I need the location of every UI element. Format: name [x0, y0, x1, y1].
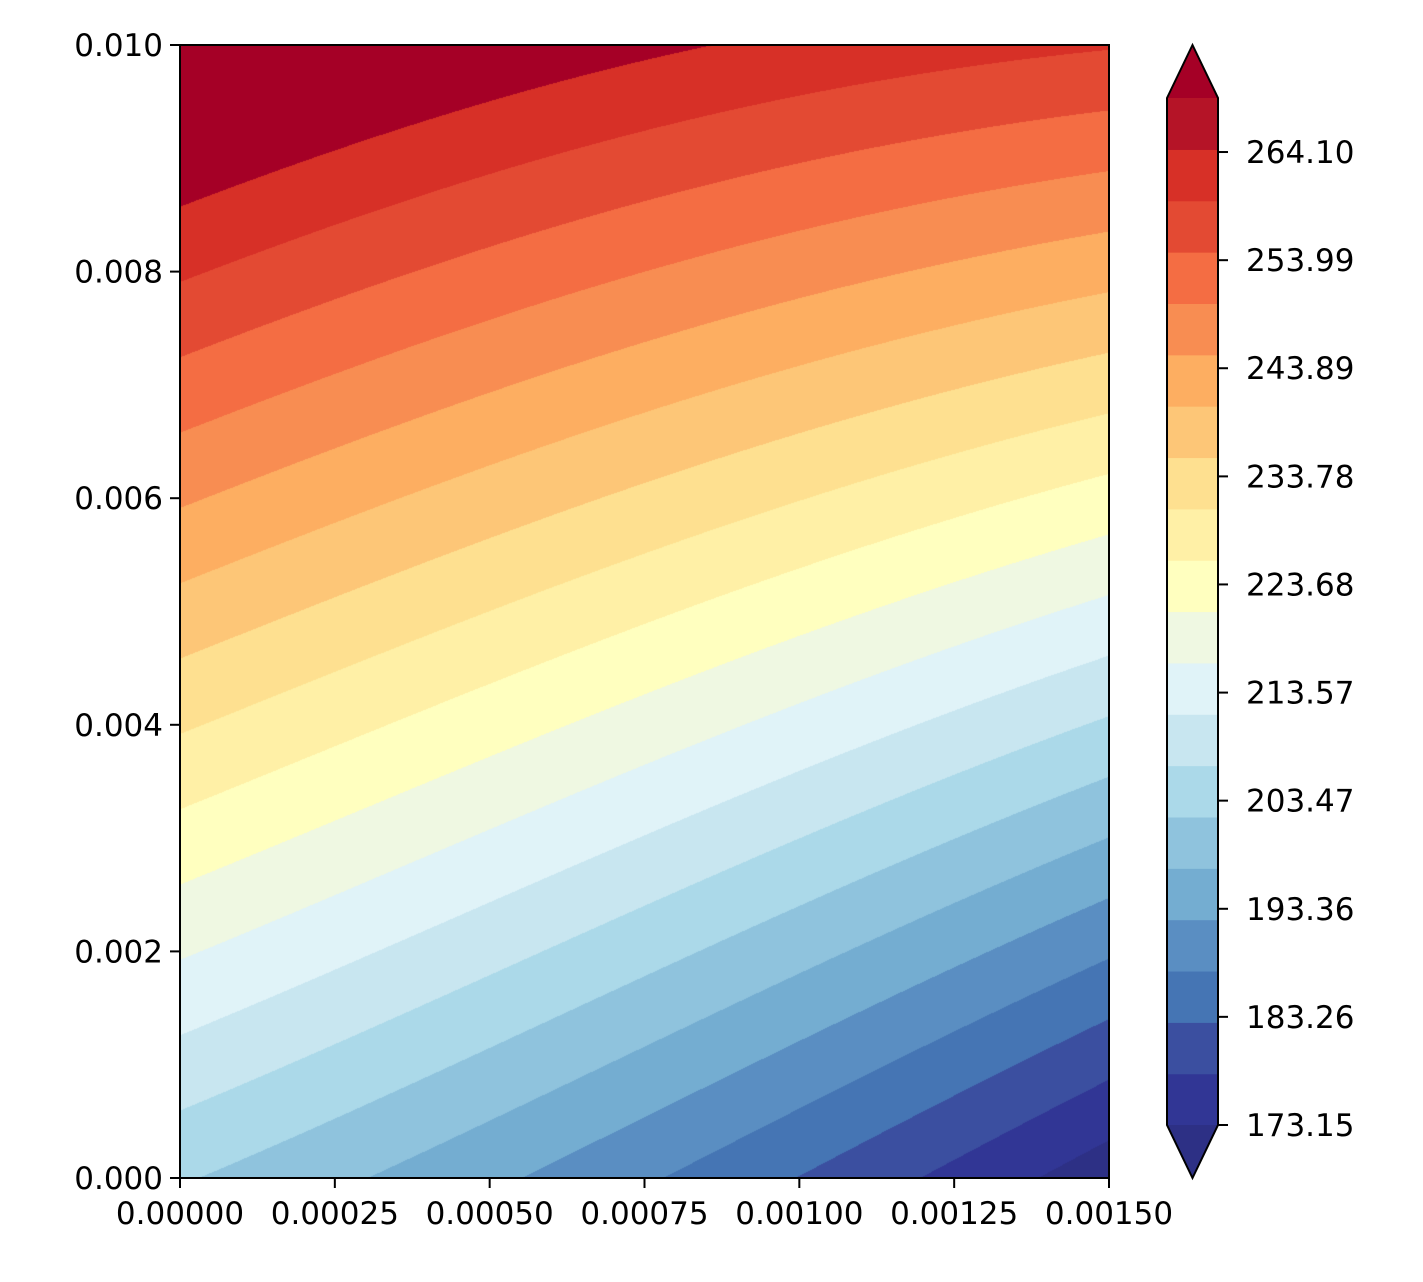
colorbar-tick-label: 173.15 [1246, 1108, 1354, 1144]
x-tick-label: 0.00150 [1045, 1196, 1173, 1232]
x-tick-label: 0.00125 [890, 1196, 1018, 1232]
colorbar-band [1167, 354, 1218, 407]
colorbar-band [1167, 816, 1218, 869]
colorbar-tick-label: 223.68 [1246, 567, 1354, 603]
colorbar-tick-label: 203.47 [1246, 784, 1354, 820]
colorbar-tick-label: 233.78 [1246, 459, 1354, 495]
colorbar-extend-under [1167, 1125, 1218, 1178]
colorbar-tick-label: 193.36 [1246, 892, 1354, 928]
y-tick-label: 0.004 [74, 708, 163, 744]
y-tick-label: 0.002 [74, 934, 163, 970]
colorbar-band [1167, 560, 1218, 613]
colorbar-tick-label: 183.26 [1246, 1000, 1354, 1036]
colorbar-tick-label: 213.57 [1246, 676, 1354, 712]
y-tick-label: 0.010 [74, 28, 163, 64]
colorbar-band [1167, 662, 1218, 715]
colorbar: 173.15 183.26 193.36 203.47 213.57 223.68 233.… [1166, 42, 1354, 1181]
colorbar-tick-label: 253.99 [1246, 243, 1354, 279]
colorbar-band [1167, 252, 1218, 304]
colorbar-tick-label: 264.10 [1246, 135, 1354, 171]
colorbar-band [1167, 1073, 1218, 1126]
colorbar-tick-label: 243.89 [1246, 351, 1354, 387]
colorbar-band [1167, 200, 1218, 253]
colorbar-band [1167, 457, 1218, 510]
y-axis: 0.000 0.002 0.004 0.006 0.008 0.010 [74, 28, 180, 1197]
x-axis: 0.00000 0.00025 0.00050 0.00075 0.00100 0.001… [116, 1178, 1173, 1232]
contour-fill [180, 45, 1109, 1178]
colorbar-band [1167, 303, 1218, 356]
plot-area [179, 44, 1110, 1179]
y-tick-label: 0.006 [74, 481, 163, 517]
colorbar-band [1167, 970, 1218, 1023]
colorbar-band [1167, 765, 1218, 818]
colorbar-band [1167, 1022, 1218, 1075]
x-tick-label: 0.00050 [426, 1196, 554, 1232]
y-tick-label: 0.008 [74, 255, 163, 291]
colorbar-band [1167, 508, 1218, 561]
colorbar-extend-over [1167, 45, 1218, 98]
colorbar-band [1167, 149, 1218, 202]
x-tick-label: 0.00000 [116, 1196, 244, 1232]
x-tick-label: 0.00075 [580, 1196, 708, 1232]
colorbar-band [1167, 868, 1218, 921]
colorbar-band [1167, 611, 1218, 664]
colorbar-band [1167, 98, 1218, 150]
colorbar-band [1167, 919, 1218, 972]
colorbar-band [1167, 406, 1218, 459]
x-tick-label: 0.00025 [271, 1196, 399, 1232]
y-tick-label: 0.000 [74, 1161, 163, 1197]
colorbar-band [1167, 714, 1218, 767]
x-tick-label: 0.00100 [735, 1196, 863, 1232]
